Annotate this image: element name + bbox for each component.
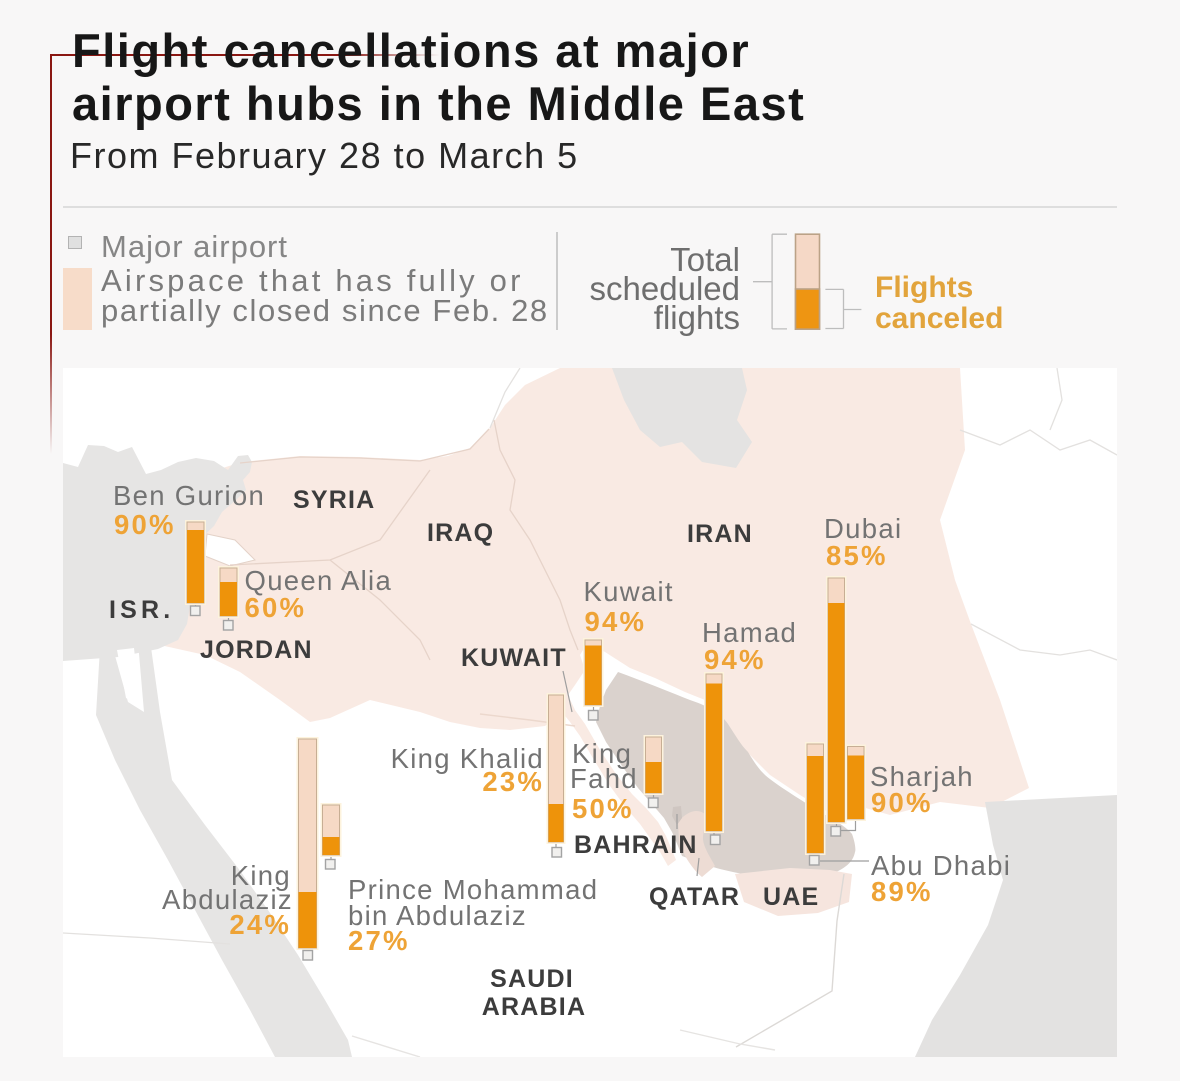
svg-text:94%: 94% bbox=[704, 644, 766, 675]
svg-text:UAE: UAE bbox=[763, 883, 819, 911]
svg-text:KUWAIT: KUWAIT bbox=[461, 644, 567, 672]
svg-text:23%: 23% bbox=[482, 766, 544, 797]
svg-text:SAUDI: SAUDI bbox=[490, 965, 574, 993]
svg-text:Ben Gurion: Ben Gurion bbox=[113, 480, 265, 511]
svg-text:24%: 24% bbox=[229, 909, 291, 940]
svg-text:Abdulaziz: Abdulaziz bbox=[162, 884, 293, 915]
svg-text:90%: 90% bbox=[871, 787, 933, 818]
svg-text:89%: 89% bbox=[871, 876, 933, 907]
svg-text:IRAQ: IRAQ bbox=[427, 519, 494, 547]
svg-text:27%: 27% bbox=[348, 925, 410, 956]
svg-text:ARABIA: ARABIA bbox=[482, 993, 586, 1021]
svg-text:Kuwait: Kuwait bbox=[584, 576, 674, 607]
svg-text:BAHRAIN: BAHRAIN bbox=[574, 831, 698, 859]
svg-text:85%: 85% bbox=[826, 540, 888, 571]
svg-text:Abu Dhabi: Abu Dhabi bbox=[871, 850, 1011, 881]
svg-text:IRAN: IRAN bbox=[687, 520, 753, 548]
svg-text:King: King bbox=[572, 738, 632, 769]
svg-text:Sharjah: Sharjah bbox=[870, 761, 974, 792]
svg-text:50%: 50% bbox=[572, 793, 634, 824]
svg-text:Prince Mohammad: Prince Mohammad bbox=[348, 874, 598, 905]
svg-text:94%: 94% bbox=[585, 606, 647, 637]
svg-text:Dubai: Dubai bbox=[824, 513, 902, 544]
svg-text:60%: 60% bbox=[245, 592, 307, 623]
svg-text:ISR.: ISR. bbox=[109, 596, 174, 624]
svg-text:SYRIA: SYRIA bbox=[293, 486, 375, 514]
svg-text:QATAR: QATAR bbox=[649, 883, 740, 911]
svg-text:bin Abdulaziz: bin Abdulaziz bbox=[348, 900, 527, 931]
svg-text:King: King bbox=[231, 860, 291, 891]
svg-text:Fahd: Fahd bbox=[570, 763, 638, 794]
svg-text:King Khalid: King Khalid bbox=[391, 743, 544, 774]
svg-text:JORDAN: JORDAN bbox=[200, 636, 313, 664]
svg-text:90%: 90% bbox=[114, 509, 176, 540]
svg-text:Queen Alia: Queen Alia bbox=[245, 565, 393, 596]
svg-text:Hamad: Hamad bbox=[702, 617, 797, 648]
